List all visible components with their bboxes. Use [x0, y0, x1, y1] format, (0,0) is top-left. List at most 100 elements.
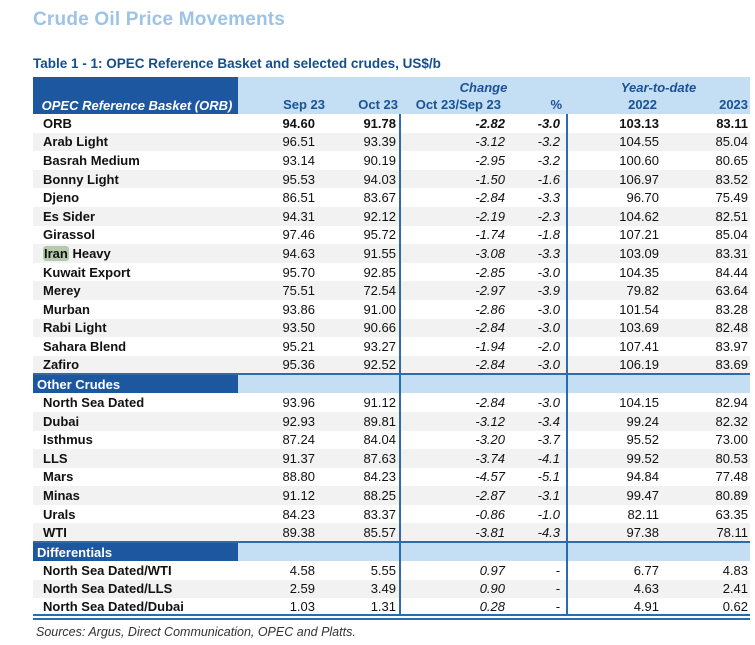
cell-change-pct: -5.1 [537, 469, 561, 485]
cell-ytd-2023: 77.48 [715, 469, 749, 485]
cell-ytd-2022: 96.70 [566, 188, 663, 207]
section-fill [399, 373, 507, 394]
table-row-north-sea-dated-wti: North Sea Dated/WTI 4.58 5.55 0.97 -6.77 4.83 [33, 561, 750, 580]
column-header-oct23: Oct 23 [331, 96, 400, 114]
row-name: Isthmus [43, 432, 93, 448]
column-header-oct23-sep23: Oct 23/Sep 23 [400, 96, 507, 114]
section-fill [238, 541, 331, 562]
row-name: North Sea Dated [43, 395, 145, 411]
cell-oct23: 84.04 [363, 432, 396, 448]
row-name: Rabi Light [33, 318, 238, 338]
cell-change-pct: -3.3 [507, 244, 568, 263]
cell-oct23: 91.12 [363, 395, 396, 411]
cell-change: -2.84 [399, 355, 507, 375]
sources-note: Sources: Argus, Direct Communication, OP… [36, 624, 356, 639]
cell-oct23: 93.27 [363, 338, 396, 354]
table-row-lls: LLS 91.37 87.63 -3.74 -4.1 99.52 80.53 [33, 449, 751, 468]
cell-ytd-2023: 82.32 [662, 411, 751, 431]
cell-change-pct: - [555, 562, 561, 578]
table-header: OPEC Reference Basket (ORB) Change Year-… [33, 77, 751, 114]
cell-ytd-2022: 99.47 [566, 486, 663, 505]
cell-change: -2.82 [399, 114, 507, 133]
cell-ytd-2023: 0.62 [722, 598, 749, 614]
row-name: Dubai [33, 411, 238, 431]
row-name: Merey [33, 281, 238, 300]
section-row-differentials: Differentials [33, 541, 751, 562]
cell-change: -2.95 [399, 151, 507, 170]
cell-change-pct: -3.0 [507, 318, 568, 338]
row-name: Mars [43, 469, 74, 485]
table-body: ORB 94.60 91.78 -2.82 -3.0 103.13 83.11 Arab Li… [33, 114, 751, 617]
cell-sep23: 94.60 [282, 115, 315, 131]
row-name: Zafiro [33, 355, 238, 375]
cell-oct23: 93.39 [331, 132, 400, 152]
row-name: Girassol [43, 227, 96, 243]
cell-change-pct: -3.2 [537, 152, 561, 168]
table-row-bonny-light: Bonny Light 95.53 94.03 -1.50 -1.6 106.97 83.5… [33, 169, 751, 189]
table-row-merey: Merey 75.51 72.54 -2.97 -3.9 79.82 63.64 [33, 281, 751, 300]
row-name: Djeno [43, 190, 80, 206]
cell-sep23: 95.70 [282, 264, 315, 280]
section-row-other-crudes: Other Crudes [33, 373, 751, 394]
cell-change: -3.08 [399, 244, 507, 263]
cell-ytd-2023: 82.51 [662, 206, 751, 226]
row-name: Kuwait Export [43, 264, 131, 280]
cell-change: -4.57 [399, 467, 507, 487]
cell-sep23: 86.51 [282, 190, 315, 206]
column-group-year-to-date: Year-to-date [567, 77, 751, 96]
cell-ytd-2023: 83.69 [662, 355, 751, 375]
table-row-north-sea-dated-lls: North Sea Dated/LLS 2.59 3.49 0.90-4.63 2.41 [33, 579, 751, 599]
cell-oct23: 85.57 [331, 523, 400, 543]
cell-oct23: 94.03 [331, 169, 400, 189]
cell-sep23: 95.53 [238, 169, 331, 189]
cell-sep23: 92.93 [238, 411, 331, 431]
row-name: LLS [33, 449, 238, 468]
row-name: Urals [43, 506, 76, 522]
row-name: North Sea Dated/Dubai [43, 598, 184, 614]
cell-oct23: 87.63 [331, 449, 400, 468]
cell-ytd-2022: 97.38 [566, 523, 663, 543]
section-fill [507, 541, 568, 562]
cell-ytd-2023: 82.48 [662, 318, 751, 338]
section-fill [399, 541, 507, 562]
cell-ytd-2023: 4.83 [722, 562, 749, 578]
table-row-dubai: Dubai 92.93 89.81 -3.12 -3.4 99.24 82.32 [33, 411, 751, 431]
cell-ytd-2022: 104.15 [566, 393, 663, 412]
cell-sep23: 87.24 [282, 432, 315, 448]
row-name: Basrah Medium [43, 152, 140, 168]
cell-ytd-2022: 82.11 [566, 504, 663, 524]
header-group-spacer [238, 77, 400, 96]
cell-change: -3.74 [399, 449, 507, 468]
cell-change-pct: -4.1 [507, 449, 568, 468]
cell-ytd-2023: 80.89 [662, 486, 751, 505]
cell-change-pct: -3.0 [537, 264, 561, 280]
cell-ytd-2023: 82.94 [715, 395, 749, 411]
cell-ytd-2023: 83.97 [715, 338, 749, 354]
cell-oct23: 92.85 [363, 264, 396, 280]
cell-oct23: 72.54 [331, 281, 400, 300]
cell-change-pct: -3.3 [537, 190, 561, 206]
cell-sep23: 97.46 [282, 227, 315, 243]
row-name: Sahara Blend [43, 338, 127, 354]
cell-oct23: 91.78 [363, 115, 396, 131]
cell-ytd-2023: 75.49 [715, 190, 749, 206]
cell-oct23: 1.31 [370, 598, 396, 614]
table-row-zafiro: Zafiro 95.36 92.52 -2.84 -3.0 106.19 83.69 [33, 355, 751, 375]
cell-ytd-2022: 106.19 [566, 355, 663, 375]
cell-ytd-2023: 80.53 [662, 449, 751, 468]
cell-sep23: 95.21 [282, 338, 315, 354]
row-name: ORB [43, 115, 72, 131]
table-row-north-sea-dated-dubai: North Sea Dated/Dubai 1.03 1.31 0.28 -4.91 0.… [33, 598, 750, 617]
table-row-sahara-blend: Sahara Blend 95.21 93.27 -1.94 -2.0 107.41 83.… [33, 337, 750, 356]
row-name: Arab Light [33, 132, 238, 152]
cell-oct23: 92.12 [331, 206, 400, 226]
cell-ytd-2022: 106.97 [566, 169, 663, 189]
cell-oct23: 89.81 [331, 411, 400, 431]
cell-change-pct: -3.0 [537, 115, 561, 131]
section-fill [566, 541, 663, 562]
cell-change-pct: -1.8 [537, 227, 561, 243]
cell-change: -2.87 [399, 486, 507, 505]
section-fill [331, 541, 400, 562]
cell-sep23: 93.14 [282, 152, 315, 168]
cell-change-pct: -3.2 [507, 132, 568, 152]
